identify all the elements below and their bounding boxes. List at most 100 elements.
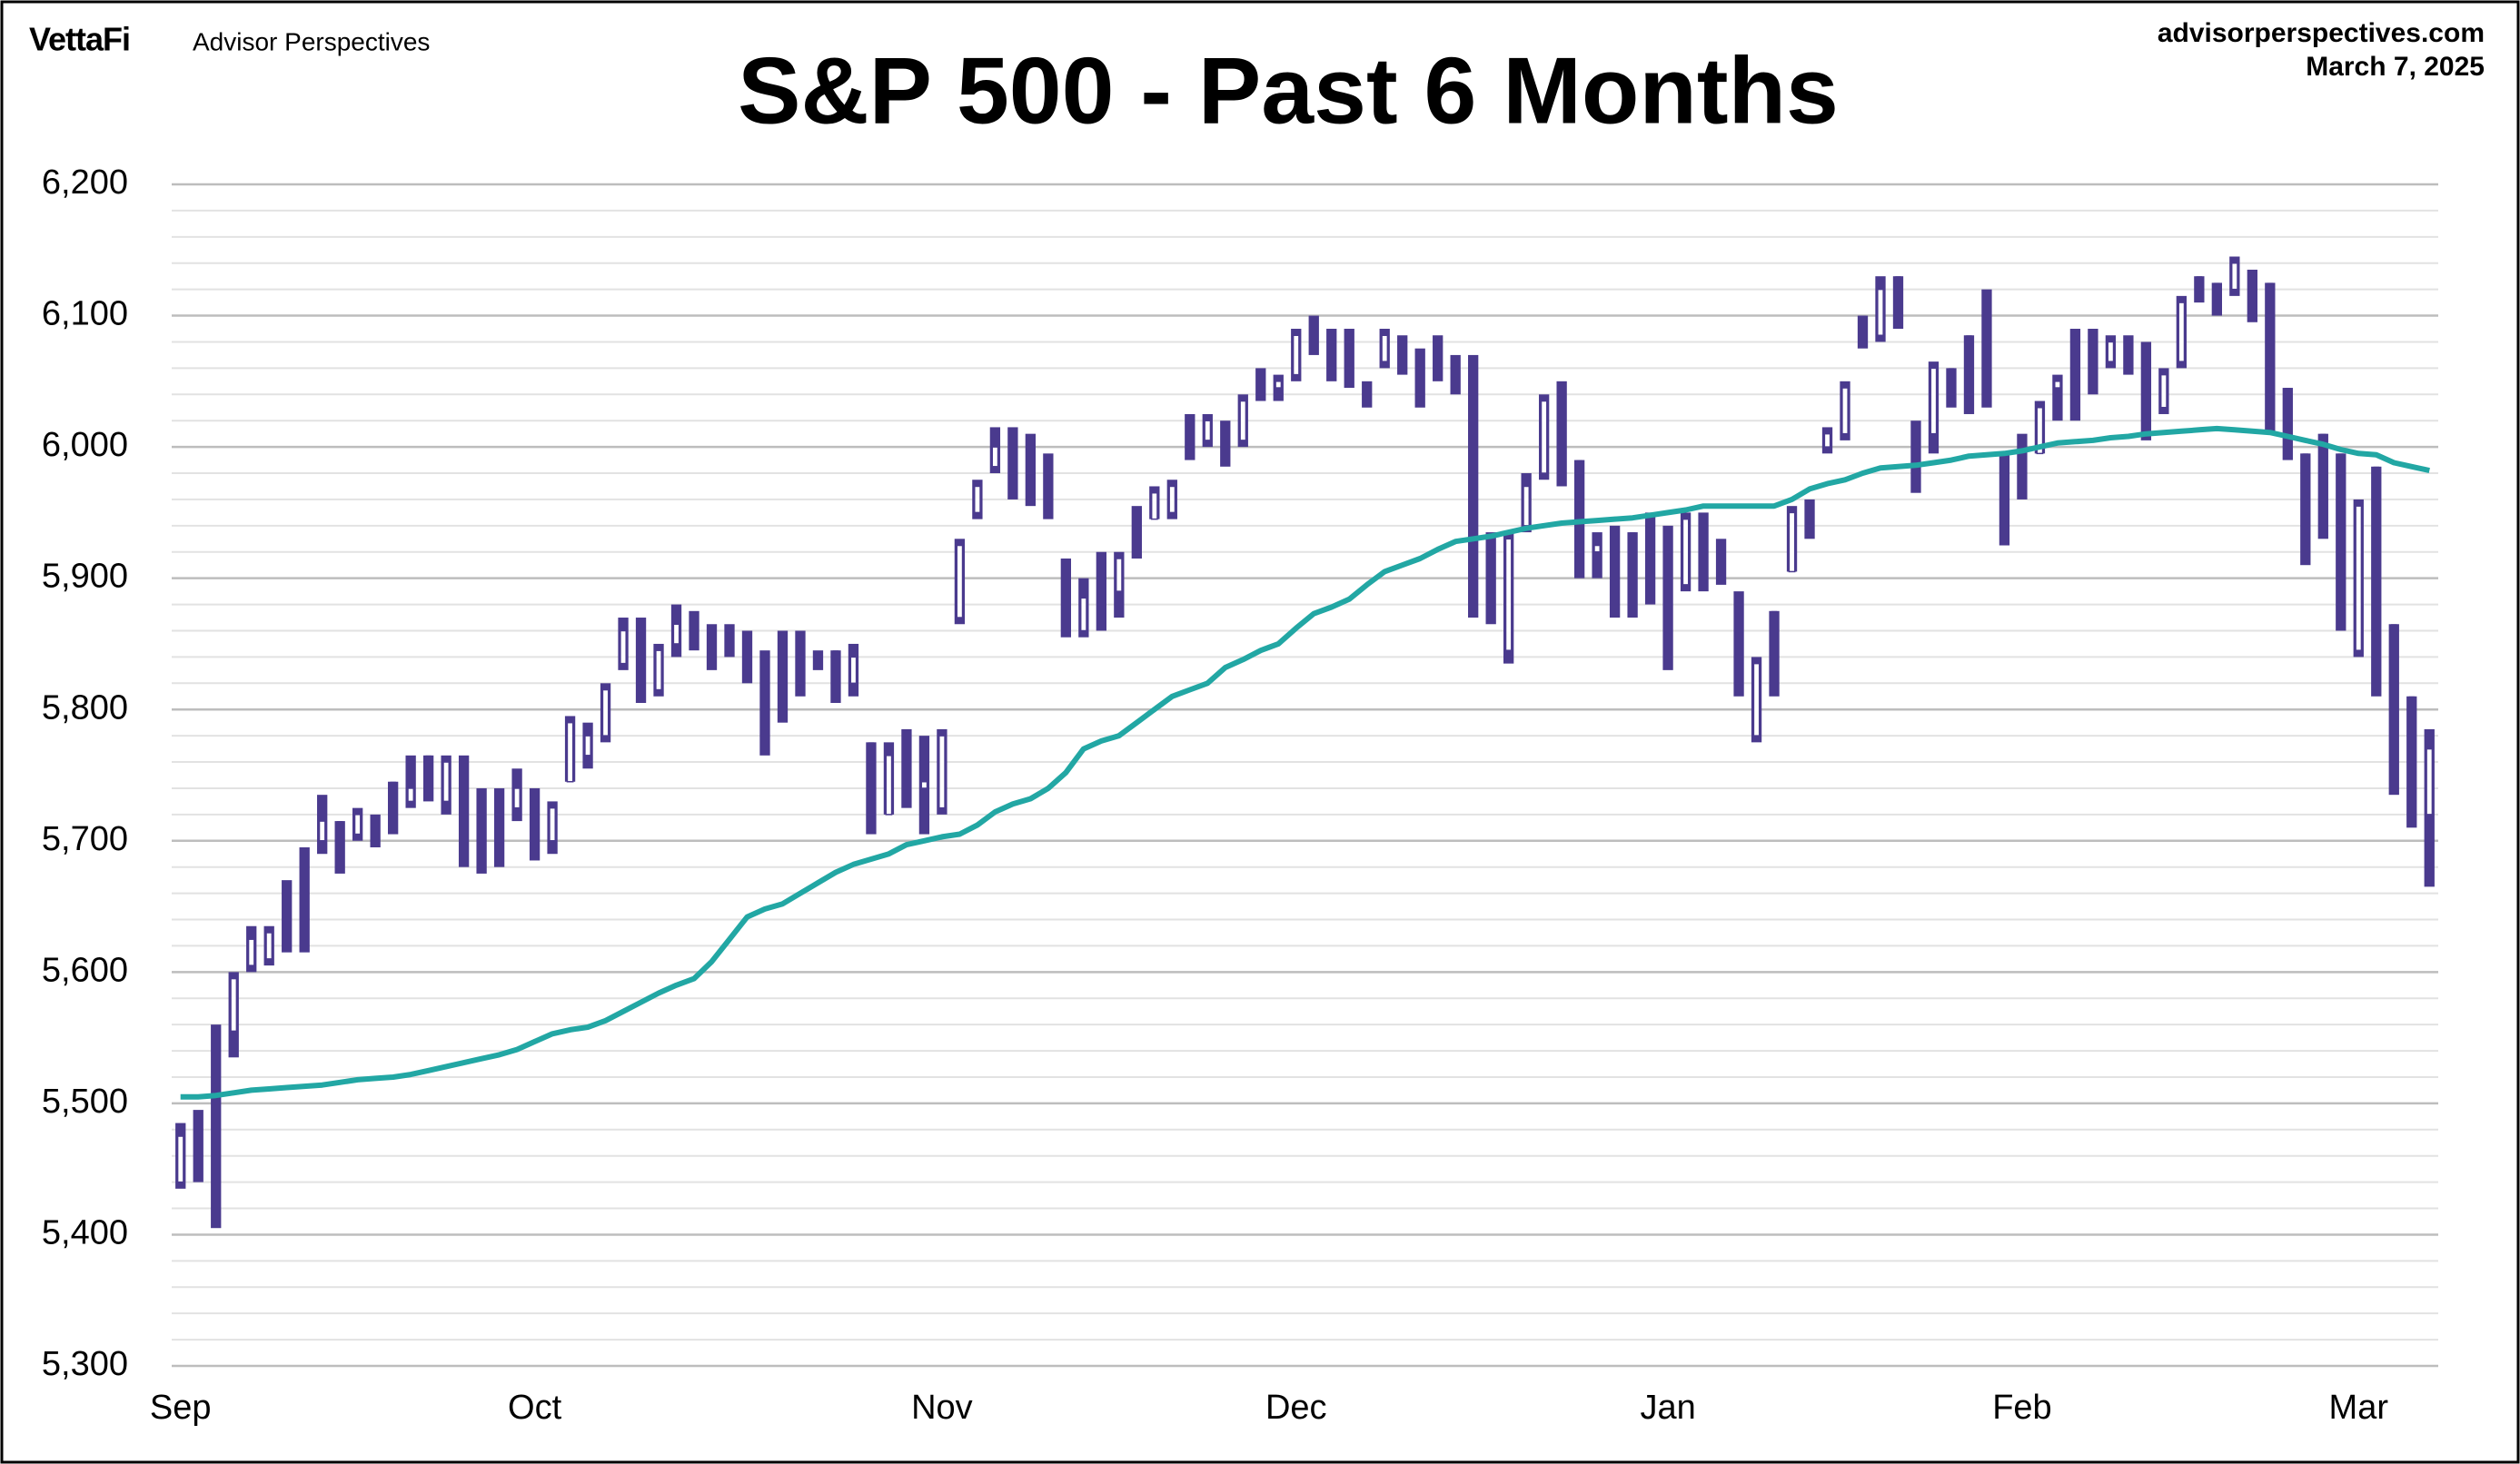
- candle-body: [247, 938, 255, 966]
- candle-body: [407, 787, 415, 803]
- y-tick-label: 6,100: [42, 295, 128, 333]
- candle-wick: [1255, 368, 1266, 401]
- candle-body: [496, 821, 502, 841]
- y-tick-label: 5,300: [42, 1345, 128, 1383]
- candle-body: [1079, 597, 1087, 632]
- y-tick-label: 6,200: [42, 163, 128, 202]
- candle-body: [1009, 433, 1017, 487]
- x-tick-label: Oct: [508, 1389, 562, 1427]
- y-tick-label: 5,400: [42, 1213, 128, 1251]
- candle-body: [2267, 282, 2273, 428]
- candle-body: [442, 761, 451, 803]
- candle-wick: [1485, 532, 1496, 625]
- site: advisorperspectives.com: [2158, 18, 2485, 48]
- candle-body: [2214, 282, 2220, 303]
- brand: VettaFi: [29, 21, 130, 58]
- candle-body: [283, 893, 290, 946]
- candle-body: [549, 806, 556, 842]
- candle-body: [920, 780, 928, 789]
- candle-wick: [1131, 506, 1142, 559]
- candle-body: [461, 814, 467, 855]
- candle-body: [779, 696, 786, 717]
- candle-body: [2230, 262, 2238, 291]
- date: March 7, 2025: [2306, 52, 2485, 82]
- x-tick-label: Mar: [2329, 1389, 2389, 1427]
- candle-body: [1063, 558, 1069, 631]
- candle-body: [1417, 354, 1424, 401]
- candle-wick: [2052, 374, 2063, 421]
- candle-wick: [777, 630, 789, 723]
- candle-wick: [1433, 335, 1444, 381]
- candle-body: [1186, 420, 1193, 454]
- candle-body: [318, 820, 326, 842]
- candle-body: [761, 669, 769, 710]
- candle-body: [1895, 276, 1901, 316]
- candle-body: [690, 624, 698, 631]
- candle-body: [638, 630, 644, 697]
- candle-body: [797, 637, 804, 690]
- candle-wick: [1096, 551, 1106, 631]
- y-tick-label: 5,700: [42, 820, 128, 858]
- candle-body: [2391, 624, 2397, 788]
- candle-body: [2285, 388, 2291, 454]
- y-tick-label: 5,800: [42, 688, 128, 727]
- candle-body: [1222, 427, 1228, 454]
- candle-body: [1823, 432, 1831, 448]
- candle-body: [1612, 532, 1618, 605]
- candle-body: [1735, 604, 1742, 690]
- candle-body: [1629, 532, 1636, 611]
- chart-title: S&P 500 - Past 6 Months: [738, 38, 1839, 143]
- candle-body: [1275, 381, 1283, 389]
- candle-wick: [2017, 433, 2028, 500]
- candle-body: [1453, 361, 1459, 389]
- candle-body: [584, 735, 591, 757]
- candle-body: [1504, 538, 1513, 651]
- candle-wick: [1981, 289, 1992, 408]
- y-tick-label: 5,500: [42, 1083, 128, 1121]
- candle-body: [1168, 485, 1176, 514]
- candle-body: [956, 544, 964, 618]
- candle-body: [1098, 604, 1105, 611]
- candle-body: [2001, 460, 2008, 539]
- candle-body: [2036, 406, 2044, 455]
- candle-body: [726, 637, 733, 644]
- candle-body: [1966, 335, 1972, 395]
- candle-body: [230, 977, 238, 1033]
- candle-body: [1523, 485, 1531, 527]
- candle-body: [1877, 288, 1884, 336]
- candle-body: [1664, 532, 1672, 658]
- candle-body: [390, 781, 396, 822]
- candle-body: [1204, 420, 1212, 441]
- candle-body: [2107, 341, 2115, 362]
- candle-body: [1540, 400, 1548, 474]
- candle-body: [1718, 545, 1724, 572]
- candle-body: [478, 807, 485, 848]
- candle-body: [2337, 453, 2344, 625]
- candle-body: [1115, 558, 1123, 592]
- x-tick-label: Feb: [1992, 1389, 2051, 1427]
- candle-body: [2408, 696, 2415, 822]
- candle-body: [1841, 387, 1849, 435]
- candle-body: [903, 736, 910, 802]
- candle-body: [2196, 276, 2203, 296]
- candle-body: [1647, 532, 1653, 592]
- candle-body: [1558, 407, 1565, 448]
- candle-body: [2143, 401, 2149, 434]
- candle-body: [1346, 329, 1353, 381]
- candle-body: [372, 827, 379, 841]
- candle-wick: [2140, 341, 2152, 440]
- candle-wick: [1308, 315, 1319, 355]
- candle-body: [2072, 335, 2079, 408]
- candle-body: [265, 932, 273, 960]
- candle-body: [1239, 400, 1247, 441]
- candle-body: [2302, 453, 2308, 559]
- subbrand: Advisor Perspectives: [193, 27, 430, 55]
- candle-wick: [1592, 532, 1602, 579]
- candle-body: [2249, 276, 2256, 316]
- candle-body: [1150, 491, 1158, 520]
- candle-body: [1381, 334, 1389, 362]
- candle-body: [620, 629, 627, 665]
- candle-body: [1488, 604, 1494, 618]
- candle-body: [832, 650, 839, 690]
